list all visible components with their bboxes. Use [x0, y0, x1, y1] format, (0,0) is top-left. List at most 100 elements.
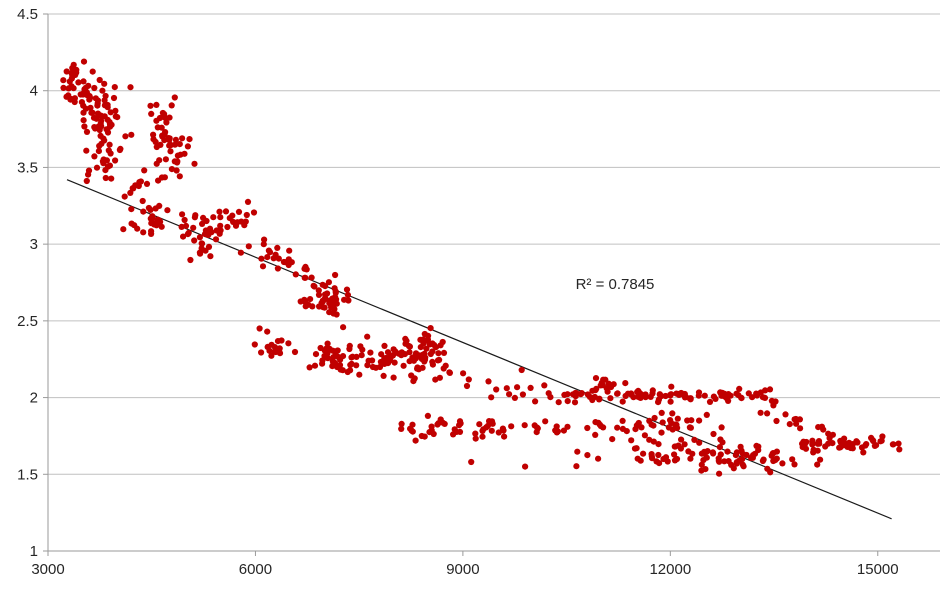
data-point: [634, 455, 641, 462]
data-point: [260, 241, 267, 248]
data-point: [511, 394, 518, 401]
data-point: [100, 160, 107, 167]
data-point: [815, 424, 822, 431]
data-point: [60, 77, 67, 84]
data-point: [533, 429, 540, 436]
data-point: [614, 390, 621, 397]
data-point: [140, 229, 147, 236]
data-point: [200, 214, 207, 221]
data-point: [85, 171, 92, 178]
data-point: [651, 414, 658, 422]
data-point: [120, 226, 127, 233]
data-point: [102, 167, 109, 174]
data-point: [485, 378, 492, 385]
data-point: [468, 458, 475, 466]
data-point: [136, 179, 143, 186]
data-point: [698, 450, 706, 457]
data-point: [97, 112, 104, 119]
data-point: [695, 389, 703, 396]
data-point: [725, 397, 732, 404]
data-point: [155, 177, 162, 184]
y-tick-label: 1.5: [17, 466, 38, 483]
data-point: [173, 167, 180, 174]
data-point: [793, 420, 800, 427]
data-point: [584, 452, 591, 459]
data-point: [456, 428, 464, 435]
data-point: [423, 345, 430, 352]
data-point: [152, 205, 159, 212]
data-point: [346, 345, 353, 353]
data-point: [112, 107, 119, 114]
data-point: [584, 424, 591, 432]
data-point: [607, 395, 614, 402]
data-point: [163, 119, 170, 126]
data-point: [97, 132, 104, 139]
data-point: [514, 384, 521, 391]
data-point: [65, 85, 72, 92]
data-point: [440, 365, 447, 372]
data-point: [417, 344, 424, 351]
data-point: [736, 385, 743, 392]
data-point: [179, 135, 186, 142]
data-point: [264, 254, 271, 261]
data-point: [499, 425, 506, 432]
data-point: [687, 455, 694, 462]
data-point: [655, 451, 662, 459]
data-point: [315, 291, 323, 298]
data-point: [212, 236, 220, 243]
data-point: [757, 409, 764, 416]
data-point: [336, 362, 344, 369]
data-point: [737, 456, 744, 463]
data-point: [825, 430, 832, 437]
annotation-layer: R² = 0.7845: [576, 276, 655, 293]
data-point: [207, 253, 214, 260]
data-point: [802, 445, 810, 452]
data-point: [245, 243, 252, 250]
data-point: [664, 458, 671, 465]
data-point: [258, 255, 265, 262]
data-point: [488, 418, 496, 425]
data-point: [90, 114, 98, 121]
data-point: [503, 385, 510, 392]
data-point: [427, 325, 434, 332]
data-point: [60, 84, 67, 91]
data-point: [465, 376, 472, 383]
data-point: [80, 102, 87, 109]
data-point: [684, 417, 691, 424]
data-point: [191, 160, 198, 167]
data-point: [869, 437, 876, 444]
data-point: [879, 433, 886, 440]
data-point: [327, 299, 334, 306]
data-point: [63, 68, 70, 75]
data-point: [158, 223, 165, 230]
data-point: [460, 370, 467, 377]
data-point: [427, 350, 434, 358]
data-point: [153, 160, 160, 167]
data-point: [716, 444, 724, 451]
data-point: [94, 102, 101, 109]
data-point: [202, 247, 209, 254]
data-point: [702, 466, 709, 473]
data-point: [285, 256, 292, 263]
data-point: [592, 375, 600, 382]
data-point: [184, 143, 191, 150]
data-point: [98, 123, 105, 130]
data-point: [681, 394, 689, 401]
data-point: [319, 298, 326, 305]
y-tick-label: 3: [30, 236, 38, 253]
data-point: [440, 349, 448, 356]
data-point: [789, 456, 796, 463]
x-tick-label: 12000: [649, 561, 691, 578]
data-point: [384, 360, 392, 367]
data-point: [762, 387, 769, 394]
y-tick-label: 4.5: [17, 6, 38, 23]
data-point: [656, 460, 663, 467]
data-point: [439, 338, 446, 346]
data-point: [635, 419, 642, 427]
data-point: [334, 347, 341, 354]
data-point: [797, 425, 804, 432]
data-point: [650, 438, 657, 445]
data-point: [573, 463, 580, 470]
